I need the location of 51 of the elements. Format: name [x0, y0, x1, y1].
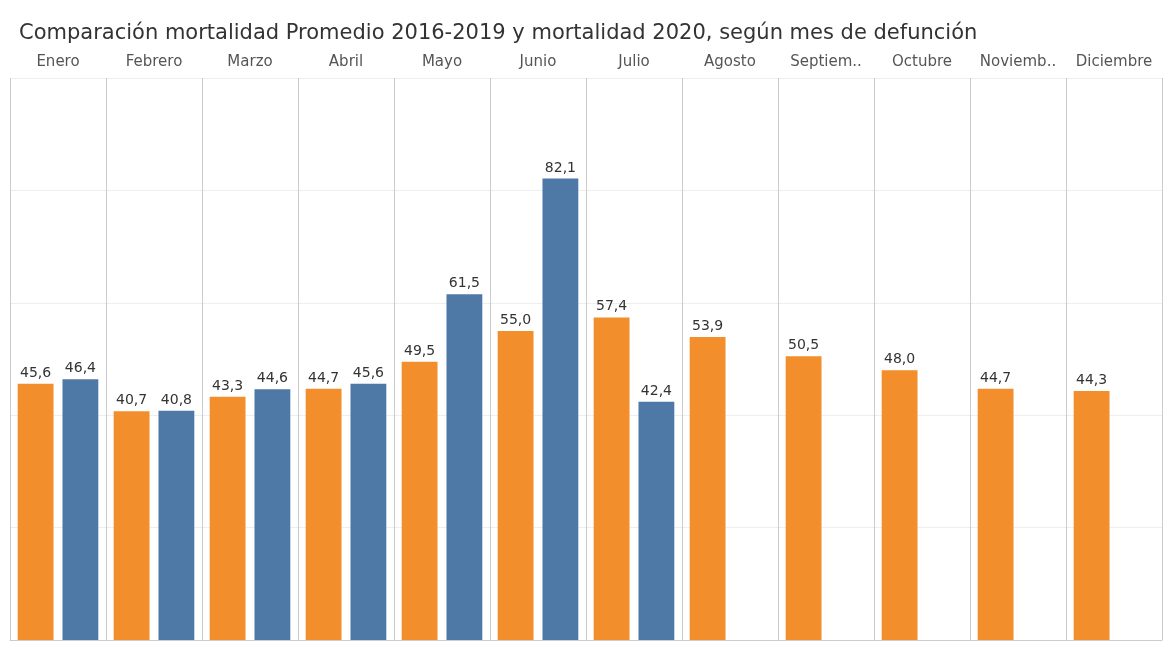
bar — [158, 410, 195, 640]
data-label: 44,7 — [308, 368, 340, 385]
data-label: 48,0 — [884, 350, 916, 367]
data-label: 61,5 — [448, 274, 480, 291]
data-label: 42,4 — [640, 381, 673, 398]
bar — [113, 411, 150, 640]
bar — [254, 389, 291, 640]
x-tick-label: Agosto — [704, 51, 756, 70]
bar — [785, 356, 822, 640]
x-tick-label: Diciembre — [1075, 51, 1153, 70]
bar — [305, 388, 342, 640]
x-tick-label: Julio — [617, 51, 650, 70]
data-label: 45,6 — [352, 363, 385, 380]
x-tick-label: Marzo — [227, 51, 273, 70]
x-tick-label: Octubre — [891, 51, 953, 70]
bar — [593, 317, 630, 640]
data-label: 50,5 — [788, 336, 820, 353]
data-label: 40,8 — [160, 390, 192, 407]
data-label: 53,9 — [692, 317, 724, 334]
bar — [446, 294, 483, 640]
data-label: 55,0 — [500, 310, 532, 327]
data-label: 45,6 — [20, 363, 52, 380]
x-tick-label: Abril — [328, 51, 364, 70]
bar — [209, 396, 246, 640]
data-label: 57,4 — [596, 297, 628, 314]
data-label: 43,3 — [212, 376, 244, 393]
data-label: 82,1 — [544, 158, 576, 175]
x-tick-label: Junio — [518, 51, 557, 70]
bar — [350, 383, 387, 640]
bar — [638, 401, 675, 640]
bar — [497, 330, 534, 640]
x-tick-label: Septiem.. — [790, 51, 862, 70]
bar — [17, 383, 54, 640]
x-tick-label: Enero — [36, 51, 80, 70]
data-label: 44,7 — [980, 368, 1012, 385]
bar — [977, 388, 1014, 640]
data-label: 44,6 — [256, 369, 289, 386]
x-tick-label: Mayo — [421, 51, 463, 70]
data-label: 46,4 — [64, 359, 97, 376]
data-label: 44,3 — [1076, 371, 1108, 388]
bar — [881, 370, 918, 640]
x-tick-label: Febrero — [125, 51, 183, 70]
bar — [401, 361, 438, 640]
data-label: 49,5 — [404, 341, 436, 358]
chart-title: Comparación mortalidad Promedio 2016-2019 y mortalidad 2020, según mes de defunción — [19, 19, 978, 44]
bar — [542, 178, 579, 640]
data-label: 40,7 — [116, 391, 148, 408]
x-tick-label: Noviemb.. — [979, 51, 1057, 70]
bar — [689, 337, 726, 640]
bar — [1073, 391, 1110, 640]
bar — [62, 379, 99, 640]
